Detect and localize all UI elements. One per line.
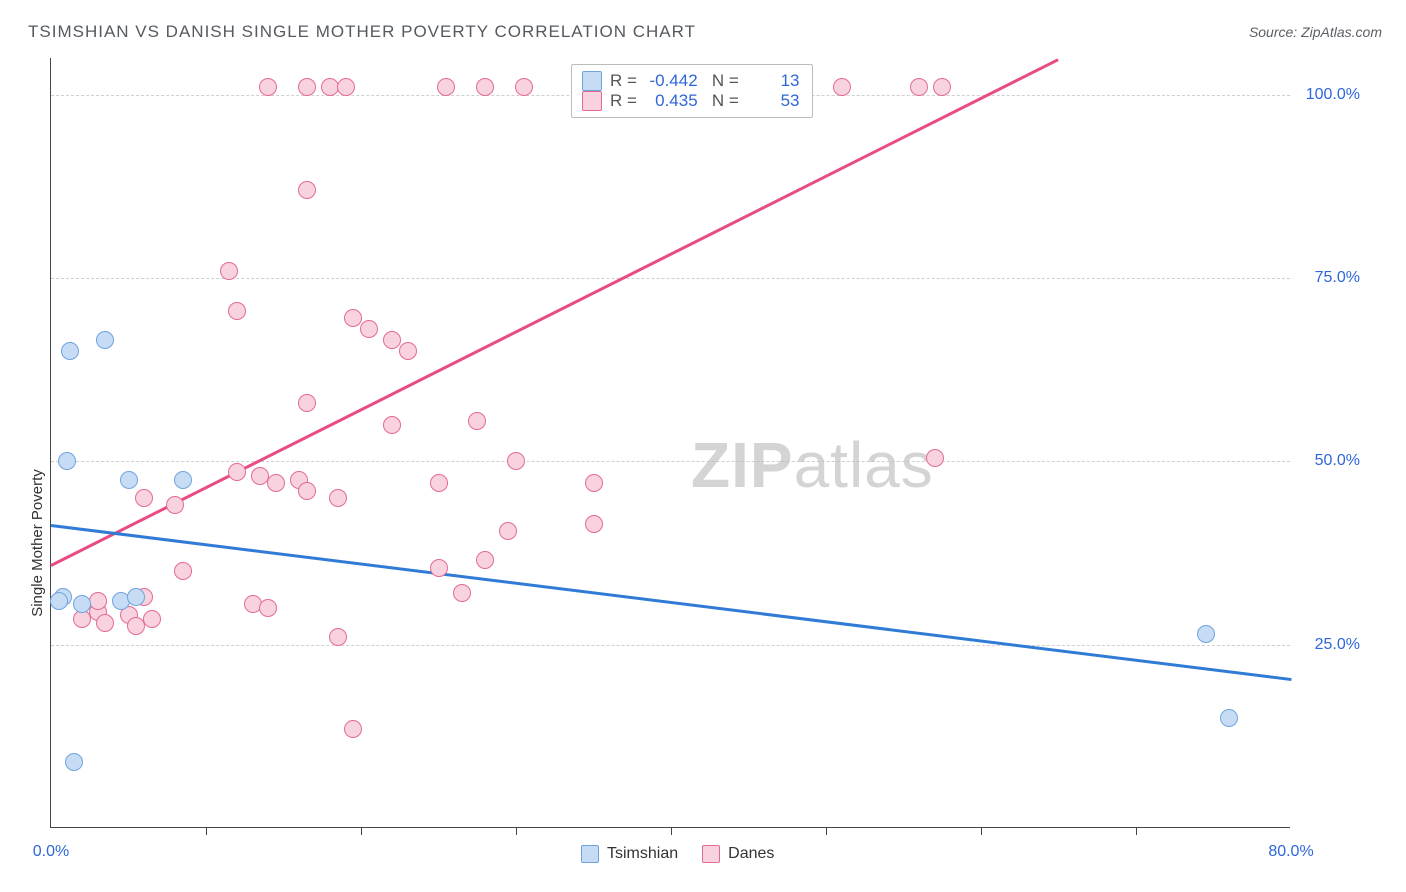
data-point (220, 262, 238, 280)
data-point (383, 331, 401, 349)
legend-swatch (582, 71, 602, 91)
data-point (833, 78, 851, 96)
data-point (298, 394, 316, 412)
legend-swatch (581, 845, 599, 863)
x-axis-tick (361, 827, 362, 835)
legend-row: R = -0.442 N = 13 (582, 71, 800, 91)
data-point (135, 489, 153, 507)
legend-item: Tsimshian (581, 845, 678, 863)
legend-item: Danes (702, 845, 774, 863)
data-point (73, 595, 91, 613)
data-point (267, 474, 285, 492)
x-axis-tick-label: 0.0% (33, 843, 69, 861)
data-point (61, 342, 79, 360)
data-point (228, 302, 246, 320)
data-point (933, 78, 951, 96)
legend-row: R = 0.435 N = 53 (582, 91, 800, 111)
data-point (468, 412, 486, 430)
data-point (329, 628, 347, 646)
data-point (437, 78, 455, 96)
y-axis-tick-label: 50.0% (1315, 452, 1360, 470)
data-point (329, 489, 347, 507)
data-point (476, 78, 494, 96)
data-point (585, 474, 603, 492)
trend-line (50, 58, 1059, 567)
data-point (507, 452, 525, 470)
x-axis-tick (671, 827, 672, 835)
grid-line (51, 278, 1290, 279)
data-point (143, 610, 161, 628)
x-axis-tick (981, 827, 982, 835)
data-point (120, 471, 138, 489)
data-point (259, 599, 277, 617)
data-point (910, 78, 928, 96)
grid-line (51, 645, 1290, 646)
chart-title: TSIMSHIAN VS DANISH SINGLE MOTHER POVERT… (28, 22, 696, 42)
legend-label: Tsimshian (607, 845, 678, 863)
data-point (453, 584, 471, 602)
trend-line (51, 524, 1291, 681)
x-axis-tick-label: 80.0% (1268, 843, 1313, 861)
data-point (174, 562, 192, 580)
data-point (430, 474, 448, 492)
grid-line (51, 461, 1290, 462)
y-axis-label: Single Mother Poverty (29, 469, 46, 617)
data-point (298, 482, 316, 500)
y-axis-tick-label: 75.0% (1315, 269, 1360, 287)
data-point (96, 331, 114, 349)
data-point (166, 496, 184, 514)
data-point (430, 559, 448, 577)
data-point (65, 753, 83, 771)
legend-stats-text: R = 0.435 N = 53 (610, 91, 800, 111)
data-point (383, 416, 401, 434)
data-point (476, 551, 494, 569)
data-point (259, 78, 277, 96)
series-legend: Tsimshian Danes (581, 845, 774, 863)
x-axis-tick (1136, 827, 1137, 835)
data-point (1197, 625, 1215, 643)
x-axis-tick (826, 827, 827, 835)
x-axis-tick (206, 827, 207, 835)
data-point (515, 78, 533, 96)
legend-swatch (702, 845, 720, 863)
data-point (298, 181, 316, 199)
x-axis-tick (516, 827, 517, 835)
data-point (50, 592, 68, 610)
data-point (499, 522, 517, 540)
data-point (174, 471, 192, 489)
legend-label: Danes (728, 845, 774, 863)
data-point (127, 588, 145, 606)
data-point (1220, 709, 1238, 727)
watermark: ZIPatlas (691, 428, 934, 502)
data-point (96, 614, 114, 632)
legend-stats-text: R = -0.442 N = 13 (610, 71, 800, 91)
data-point (344, 309, 362, 327)
y-axis-tick-label: 100.0% (1306, 86, 1360, 104)
data-point (360, 320, 378, 338)
y-axis-tick-label: 25.0% (1315, 636, 1360, 654)
data-point (228, 463, 246, 481)
data-point (926, 449, 944, 467)
data-point (58, 452, 76, 470)
data-point (337, 78, 355, 96)
scatter-plot: 25.0%50.0%75.0%100.0%0.0%80.0%Single Mot… (50, 58, 1290, 828)
source-credit: Source: ZipAtlas.com (1249, 24, 1382, 40)
data-point (585, 515, 603, 533)
data-point (89, 592, 107, 610)
data-point (399, 342, 417, 360)
legend-swatch (582, 91, 602, 111)
data-point (298, 78, 316, 96)
stats-legend: R = -0.442 N = 13R = 0.435 N = 53 (571, 64, 813, 118)
data-point (344, 720, 362, 738)
